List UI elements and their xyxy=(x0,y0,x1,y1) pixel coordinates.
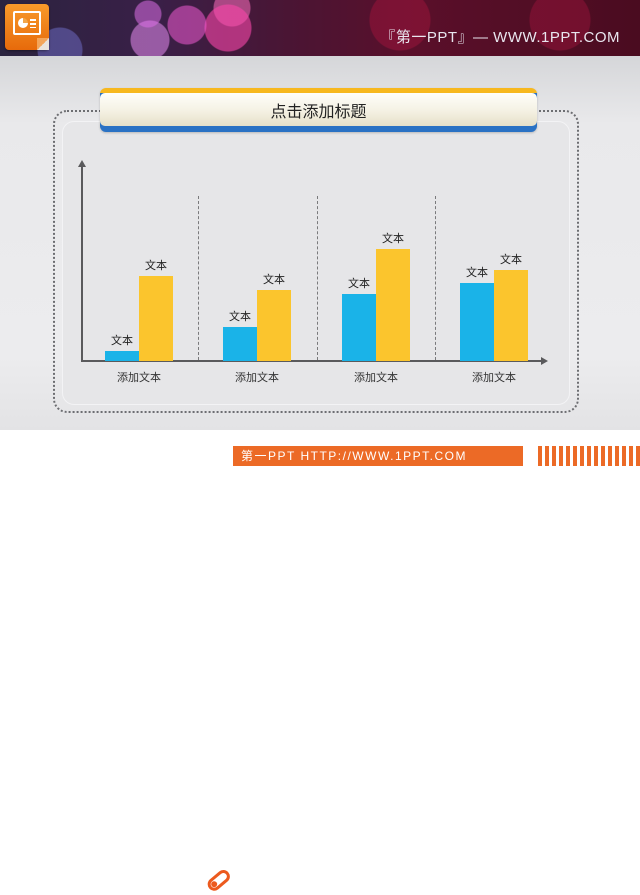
category-separator xyxy=(435,196,436,360)
category-separator xyxy=(198,196,199,360)
category-label[interactable]: 添加文本 xyxy=(117,371,161,384)
footer-stripes xyxy=(538,446,640,466)
bar-value-label[interactable]: 文本 xyxy=(229,310,251,323)
bar-blue-4[interactable] xyxy=(460,283,494,361)
pencil-icon xyxy=(207,870,230,891)
powerpoint-icon xyxy=(5,4,49,50)
category-label[interactable]: 添加文本 xyxy=(354,371,398,384)
bar-value-label[interactable]: 文本 xyxy=(111,334,133,347)
bar-value-label[interactable]: 文本 xyxy=(263,273,285,286)
bar-value-label[interactable]: 文本 xyxy=(382,232,404,245)
x-axis xyxy=(82,360,542,362)
bar-yellow-1[interactable] xyxy=(139,276,173,361)
bar-chart: 文本 文本 添加文本 文本 文本 添加文本 文本 文本 添加文本 文本 文本 添加文本 xyxy=(78,160,548,384)
bar-yellow-4[interactable] xyxy=(494,270,528,361)
bar-value-label[interactable]: 文本 xyxy=(145,259,167,272)
bar-value-label[interactable]: 文本 xyxy=(348,277,370,290)
y-axis xyxy=(81,166,83,362)
bar-value-label[interactable]: 文本 xyxy=(500,253,522,266)
category-label[interactable]: 添加文本 xyxy=(472,371,516,384)
y-axis-arrow-icon xyxy=(78,160,86,167)
bar-blue-1[interactable] xyxy=(105,351,139,361)
bar-yellow-2[interactable] xyxy=(257,290,291,361)
header-title: 『第一PPT』— WWW.1PPT.COM xyxy=(380,29,620,46)
bar-blue-3[interactable] xyxy=(342,294,376,361)
header-banner: 『第一PPT』— WWW.1PPT.COM xyxy=(0,0,640,56)
footer-url[interactable]: 第一PPT HTTP://WWW.1PPT.COM xyxy=(233,446,523,466)
bar-value-label[interactable]: 文本 xyxy=(466,266,488,279)
category-label[interactable]: 添加文本 xyxy=(235,371,279,384)
title-bar[interactable]: 点击添加标题 xyxy=(100,88,537,132)
bar-blue-2[interactable] xyxy=(223,327,257,361)
bar-yellow-3[interactable] xyxy=(376,249,410,361)
x-axis-arrow-icon xyxy=(541,357,548,365)
slide-title[interactable]: 点击添加标题 xyxy=(100,93,537,126)
category-separator xyxy=(317,196,318,360)
